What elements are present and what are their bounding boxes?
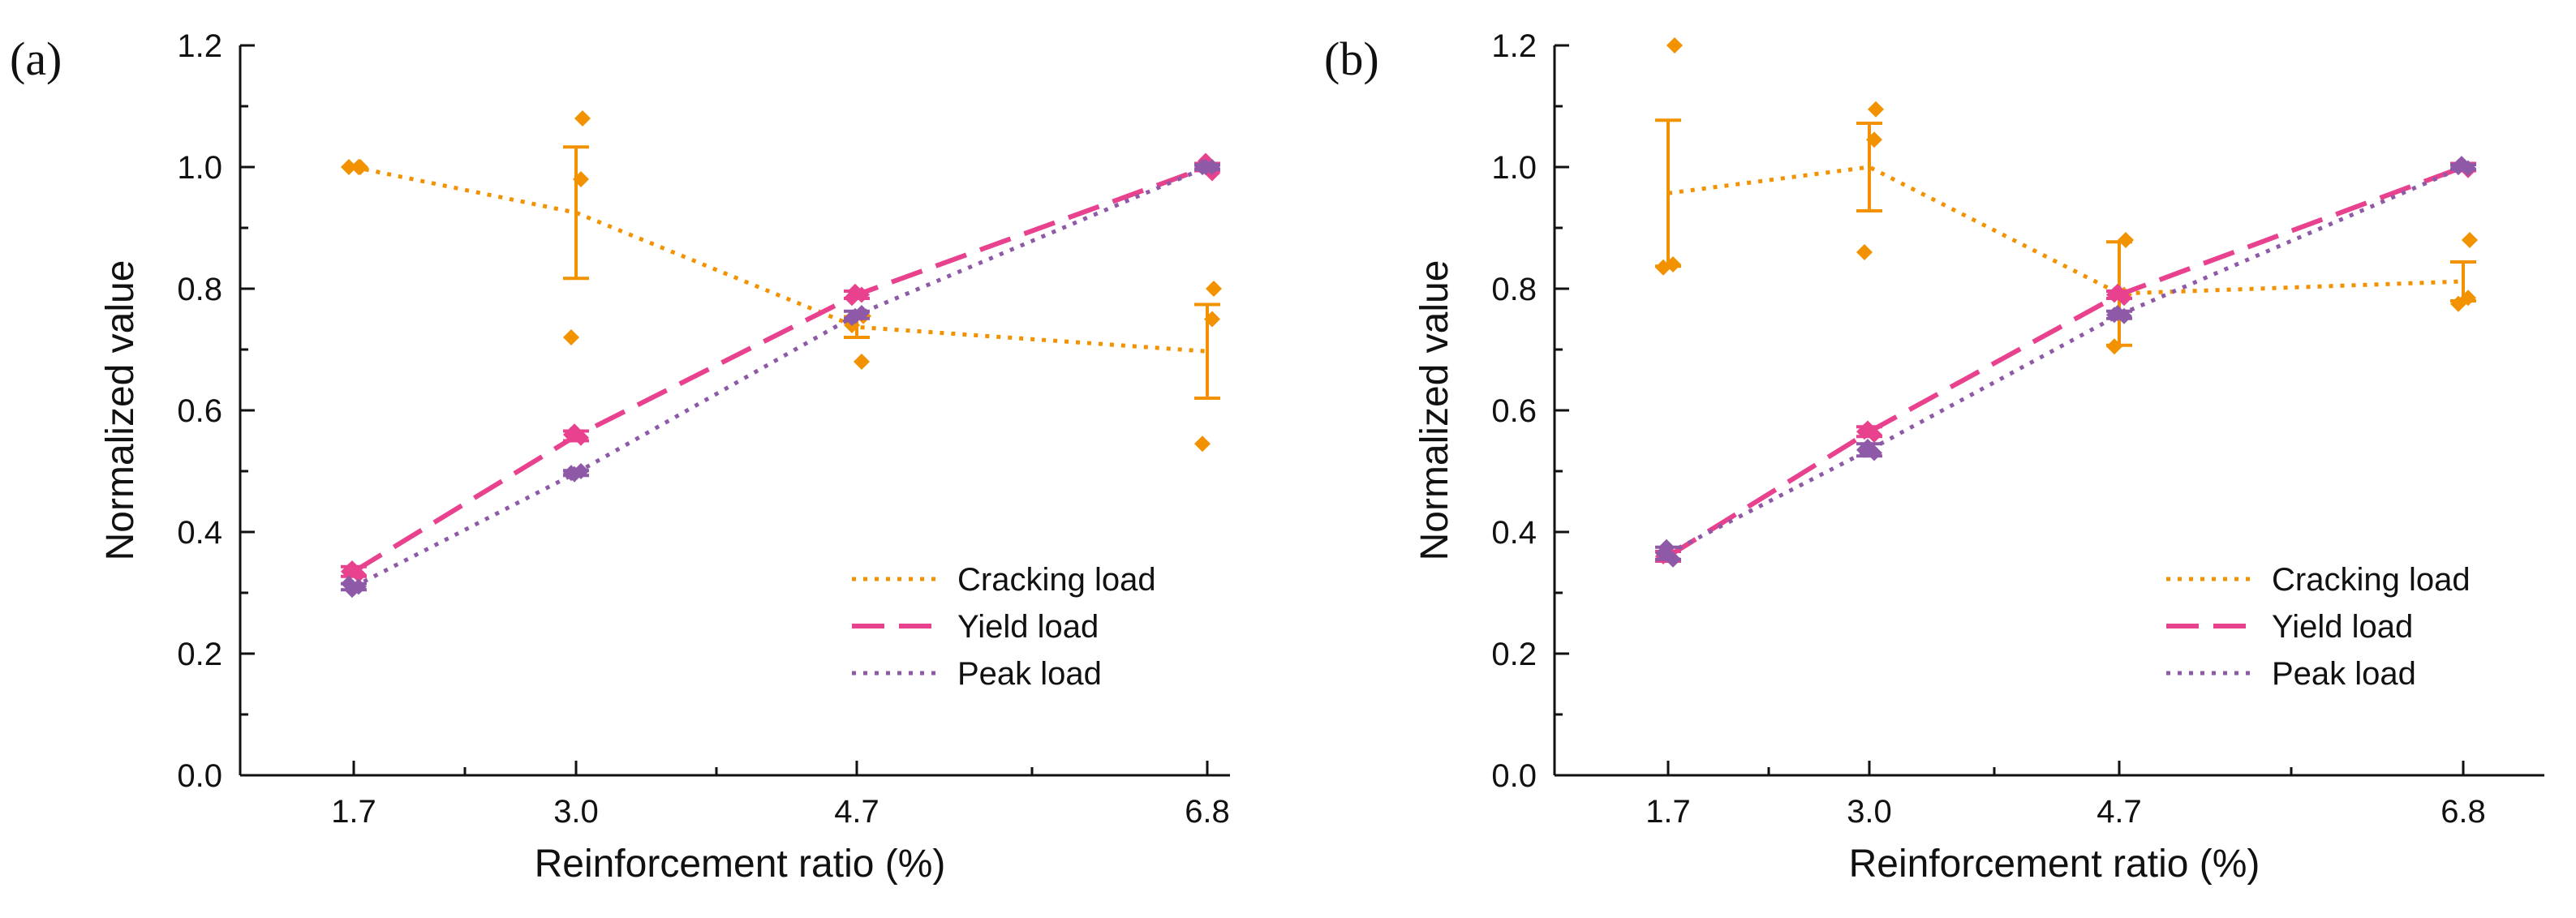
sample-marker [563, 465, 579, 482]
legend: Cracking load Yield load Peak load [2166, 562, 2471, 692]
y-axis-title: Normalized value [99, 260, 142, 561]
legend-label: Peak load [957, 656, 1102, 692]
sample-marker [844, 290, 860, 307]
x-tick-label: 4.7 [2096, 794, 2142, 830]
legend-label: Yield load [957, 609, 1099, 645]
sample-marker [1194, 435, 1211, 453]
x-tick-label: 1.7 [1645, 794, 1691, 830]
y-axis-title: Normalized value [1413, 260, 1456, 561]
series-cracking-load [341, 110, 1222, 453]
series-line [1666, 165, 2465, 559]
y-tick-label: 0.4 [1491, 515, 1537, 551]
sample-marker [2116, 307, 2132, 324]
panel-label: (b) [1324, 32, 1379, 85]
x-tick-label: 6.8 [2441, 794, 2486, 830]
sample-marker [2106, 286, 2122, 303]
x-tick-label: 3.0 [1847, 794, 1892, 830]
sample-marker [1206, 281, 1222, 297]
series-yield-load [1655, 156, 2476, 568]
sample-marker [563, 427, 579, 443]
sample-marker [2460, 160, 2476, 177]
y-tick-label: 0.2 [1491, 637, 1537, 672]
sample-marker [1204, 159, 1220, 175]
series-yield-load [341, 152, 1220, 583]
legend-label: Cracking load [2272, 562, 2471, 598]
sample-marker [2462, 232, 2478, 248]
y-tick-label: 0.8 [177, 272, 222, 307]
series-line [1666, 165, 2464, 556]
y-tick-label: 0.6 [1491, 393, 1537, 429]
y-tick-label: 1.0 [1491, 150, 1537, 186]
x-tick-label: 1.7 [331, 794, 376, 830]
legend-label: Cracking load [957, 562, 1156, 598]
y-tick-label: 0.2 [177, 637, 222, 672]
sample-marker [1856, 423, 1873, 440]
sample-marker [341, 563, 357, 580]
y-tick-label: 0.6 [177, 393, 222, 429]
sample-marker [2450, 159, 2466, 175]
y-tick-label: 0.0 [177, 758, 222, 794]
sample-marker [2450, 295, 2466, 312]
sample-marker [1655, 259, 1671, 276]
y-tick-label: 0.4 [177, 515, 222, 551]
sample-marker [350, 159, 367, 175]
series-line [353, 165, 1208, 354]
sample-marker [1655, 545, 1671, 562]
legend-label: Peak load [2272, 656, 2416, 692]
sample-marker [563, 329, 579, 345]
chart-panel-1: (b) 0.0 0.2 0.4 0.6 0.8 1.0 1.2 1.7 3.0 4.7 6.8 Rein… [1324, 28, 2544, 886]
sample-marker [2118, 232, 2134, 248]
chart-panel-0: (a) 0.0 0.2 0.4 0.6 0.8 1.0 1.2 1.7 3.0 4.7 6.8 Rein… [10, 28, 1230, 886]
legend: Cracking load Yield load Peak load [852, 562, 1156, 692]
sample-marker [1204, 311, 1220, 328]
sample-marker [2106, 338, 2122, 355]
x-tick-label: 3.0 [553, 794, 599, 830]
series-cracking-load [1655, 37, 2478, 355]
x-axis-title: Reinforcement ratio (%) [535, 843, 946, 886]
sample-marker [1666, 37, 1683, 54]
y-tick-label: 0.8 [1491, 272, 1537, 307]
legend-label: Yield load [2272, 609, 2413, 645]
series-line [352, 165, 1208, 589]
sample-marker [1856, 244, 1873, 260]
sample-marker [573, 171, 589, 187]
y-tick-label: 1.2 [1491, 28, 1537, 64]
y-tick-label: 1.0 [177, 150, 222, 186]
sample-marker [2106, 307, 2122, 324]
sample-marker [844, 310, 860, 326]
sample-marker [1868, 101, 1884, 118]
sample-marker [1866, 131, 1882, 148]
x-axis-title: Reinforcement ratio (%) [1849, 843, 2260, 886]
series-line [1667, 165, 2464, 296]
series-peak-load [341, 159, 1220, 598]
sample-marker [1856, 441, 1873, 458]
x-tick-label: 6.8 [1185, 794, 1230, 830]
series-peak-load [1655, 156, 2476, 568]
y-tick-label: 0.0 [1491, 758, 1537, 794]
panel-label: (a) [10, 32, 62, 85]
sample-marker [341, 159, 357, 175]
series-line [352, 165, 1209, 574]
sample-marker [1194, 159, 1211, 175]
sample-marker [341, 575, 357, 592]
y-tick-label: 1.2 [177, 28, 222, 64]
sample-marker [574, 110, 591, 127]
sample-marker [854, 354, 870, 370]
x-tick-label: 4.7 [834, 794, 879, 830]
